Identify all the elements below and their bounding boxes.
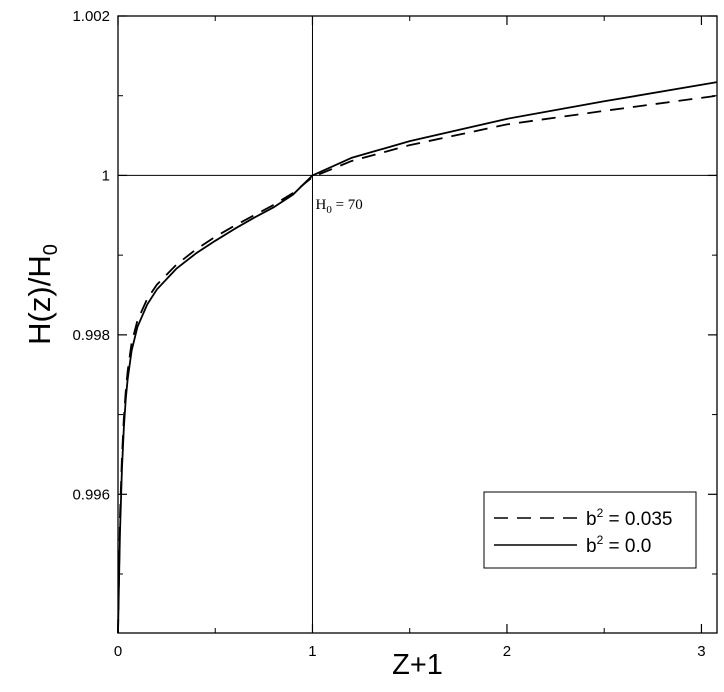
legend-label-solid: b2 = 0.0 [586,533,651,557]
x-tick-label: 3 [697,643,705,660]
y-tick-label: 0.996 [72,486,110,503]
legend-box [483,491,697,569]
y-axis-title-sub: 0 [40,244,62,255]
legend-label-dashed-base: b [586,509,597,530]
x-tick-label: 1 [308,643,316,660]
h0-annotation-main: H [315,197,326,213]
h0-annotation: H0 = 70 [315,197,362,216]
h0-annotation-rest: = 70 [332,197,363,213]
legend-label-solid-sup: 2 [597,533,604,547]
y-tick-label: 0.998 [72,327,110,344]
series-line-solid [117,81,718,634]
legend-label-solid-rest: = 0.0 [603,536,651,557]
axis-ticks [117,15,717,633]
legend-label-solid-base: b [586,536,597,557]
x-tick-label: 0 [114,643,122,660]
legend: b2 = 0.035 b2 = 0.0 [483,491,697,569]
x-tick-label: 2 [503,643,511,660]
y-axis-title-main: H(z)/H [22,255,57,345]
y-axis-title: H(z)/H0 [22,244,62,345]
legend-label-dashed: b2 = 0.035 [586,506,672,530]
plot-series [117,81,718,634]
h0-annotation-sub: 0 [326,204,332,216]
legend-label-dashed-sup: 2 [597,506,604,520]
y-tick-label: 1.002 [72,8,110,25]
legend-label-dashed-rest: = 0.035 [603,509,672,530]
tick-labels: 0 1 2 3 0.996 0.998 1 1.002 [72,8,705,660]
reference-lines [118,16,717,633]
x-axis-title: Z+1 [392,649,443,681]
plot-frame [117,15,718,634]
y-tick-label: 1 [102,167,110,184]
